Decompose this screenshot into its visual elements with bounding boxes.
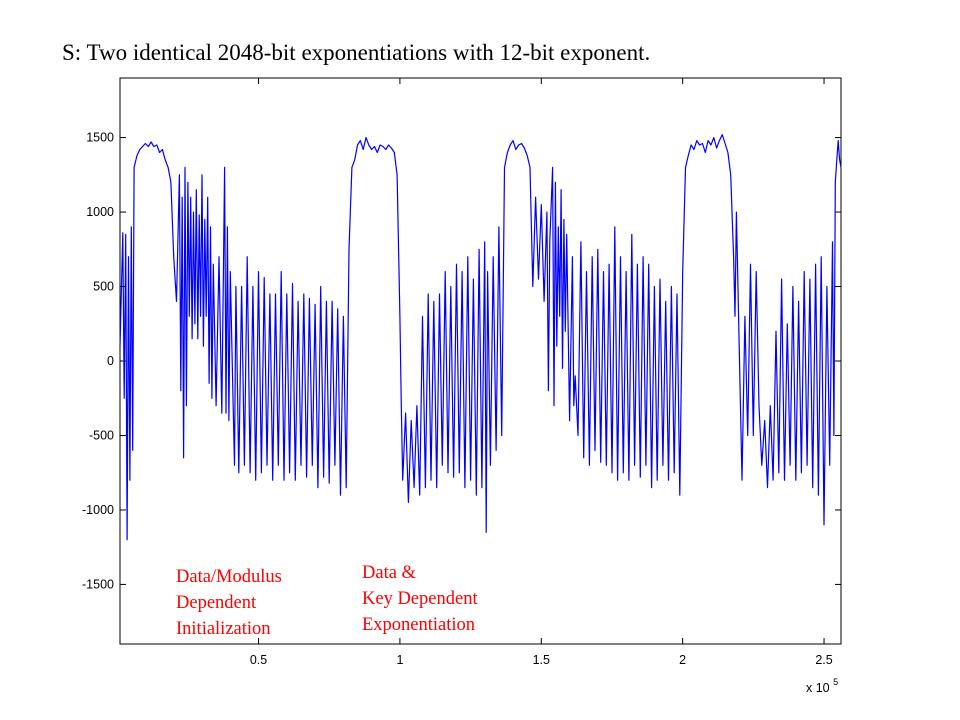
- x-multiplier-base: x 10: [806, 681, 830, 695]
- y-tick-label: -1000: [82, 503, 114, 517]
- x-tick-label: 0.5: [250, 653, 267, 667]
- x-multiplier-exponent: 5: [833, 677, 838, 687]
- x-tick-label: 1: [396, 653, 403, 667]
- x-tick-label: 2.5: [815, 653, 832, 667]
- y-tick-label: -500: [89, 428, 114, 442]
- x-tick-label: 2: [679, 653, 686, 667]
- signal-series-line: [119, 134, 842, 541]
- x-tick-label: 1.5: [533, 653, 550, 667]
- y-tick-label: 1500: [86, 131, 114, 145]
- annotation-line: Exponentiation: [362, 615, 476, 635]
- annotation-line: Data/Modulus: [176, 567, 282, 587]
- y-tick-label: 0: [107, 354, 114, 368]
- y-tick-label: -1500: [82, 577, 114, 591]
- y-tick-label: 500: [93, 280, 114, 294]
- annotation-line: Data &: [362, 563, 416, 583]
- annotation-exponentiation: Data & Key Dependent Exponentiation: [362, 560, 478, 638]
- annotation-line: Key Dependent: [362, 589, 478, 609]
- slide-title: S: Two identical 2048-bit exponentiation…: [62, 40, 651, 65]
- annotation-initialization: Data/Modulus Dependent Initialization: [176, 564, 282, 642]
- x-axis-multiplier: x 10 5: [806, 677, 838, 695]
- annotation-line: Initialization: [176, 619, 271, 639]
- y-tick-label: 1000: [86, 205, 114, 219]
- annotation-line: Dependent: [176, 593, 257, 613]
